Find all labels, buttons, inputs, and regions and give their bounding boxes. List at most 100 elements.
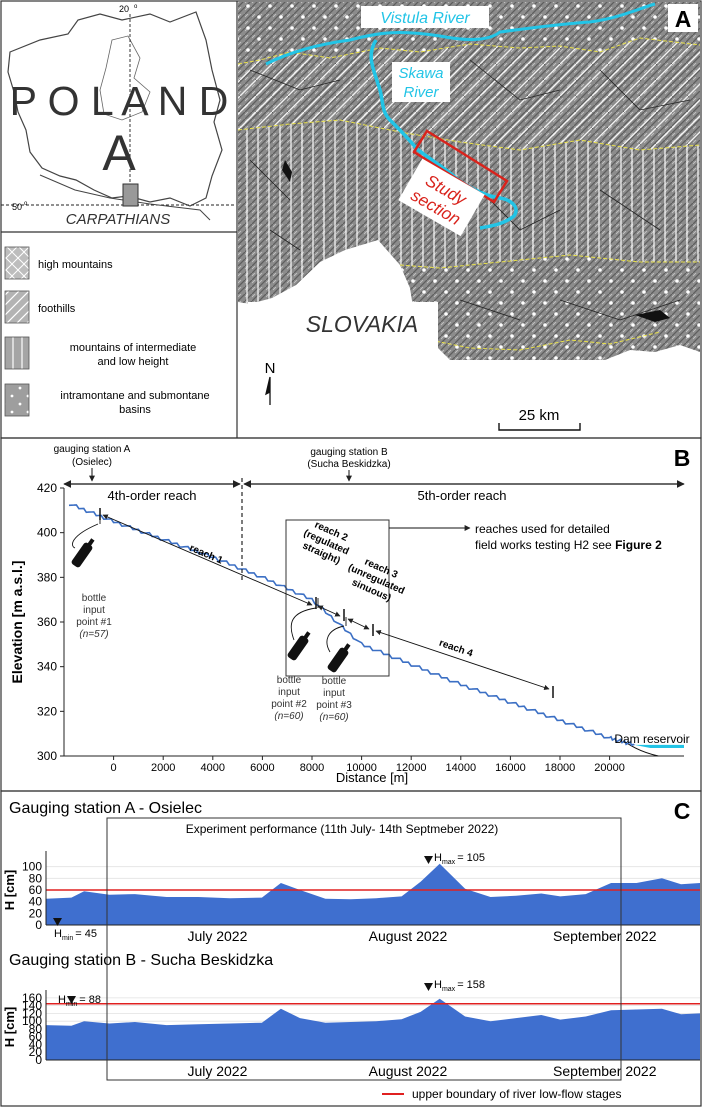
svg-text:input: input <box>323 688 345 699</box>
y-tick-label: 100 <box>22 1014 42 1028</box>
month-label: September 2022 <box>553 928 657 944</box>
north-arrow-icon <box>265 376 271 405</box>
y-tick-label: 100 <box>22 860 42 874</box>
poland-outline <box>7 11 223 207</box>
profile-y-axis-label: Elevation [m a.s.l.] <box>9 561 25 684</box>
y-tick-label: 420 <box>37 481 57 495</box>
experiment-period-label: Experiment performance (11th July- 14th … <box>186 822 499 836</box>
y-tick-label: 140 <box>22 999 42 1013</box>
station-b-label-line2: (Sucha Beskidzka) <box>307 459 390 470</box>
reach-4-arrow <box>375 629 550 691</box>
vistula-river <box>265 2 656 66</box>
y-tick-label: 320 <box>37 704 57 718</box>
landform-legend: high mountains foothills mountains of in… <box>4 246 210 417</box>
fifth-order-label: 5th-order reach <box>418 488 507 503</box>
scale-label: 25 km <box>519 407 560 424</box>
svg-text:bottle: bottle <box>82 593 107 604</box>
svg-text:o: o <box>24 201 28 207</box>
x-tick-label: 8000 <box>300 762 324 774</box>
north-label: N <box>265 360 276 377</box>
svg-text:point #2: point #2 <box>271 699 307 710</box>
foothills-swatch <box>4 290 30 324</box>
month-label: August 2022 <box>369 928 448 944</box>
vistula-label: Vistula River <box>380 10 470 27</box>
y-tick-label: 120 <box>22 1006 42 1020</box>
svg-text:Hmin= 88: Hmin = 88 <box>58 994 101 1008</box>
panel-a-letter: A <box>675 6 692 32</box>
station-a-label-line1: gauging station A <box>54 444 131 455</box>
water-level-area <box>46 863 700 925</box>
reach-4-label: reach 4 <box>437 638 474 660</box>
y-tick-label: 20 <box>29 1045 43 1059</box>
hmax-b-icon <box>424 983 433 991</box>
y-tick-label: 0 <box>35 1053 42 1067</box>
x-tick-label: 18000 <box>545 762 576 774</box>
legend-intermediate-line1: mountains of intermediate <box>70 342 197 354</box>
poland-inset-map: 20 o 50 o P O L A N D A CARPATHIANS <box>1 4 236 228</box>
panel-b: B 0 2000 4000 6000 8000 10000 12000 14000 16000 1… <box>0 437 702 792</box>
detail-note-line2: field works testing H2 see Figure 2 <box>475 538 662 552</box>
y-tick-label: 360 <box>37 615 57 629</box>
y-tick-label: 160 <box>22 991 42 1005</box>
study-area-box <box>122 183 139 207</box>
svg-text:bottle: bottle <box>322 676 347 687</box>
y-tick-label: 400 <box>37 526 57 540</box>
y-axis-label: H [cm] <box>2 1007 17 1047</box>
legend-intermediate-line2: and low height <box>98 356 169 368</box>
reach-1-arrow <box>102 514 313 606</box>
x-tick-label: 20000 <box>594 762 625 774</box>
hmin-a-marker: Hmin = 45 <box>53 918 97 942</box>
water-level-area <box>46 998 700 1060</box>
y-axis-label: H [cm] <box>2 870 17 910</box>
skawa-label-line2: River <box>403 84 439 101</box>
intermediate-mountains-swatch <box>4 336 30 370</box>
y-tick-label: 380 <box>37 570 57 584</box>
basins-swatch <box>4 383 30 417</box>
slovakia-label: SLOVAKIA <box>306 311 419 337</box>
profile-x-axis-label: Distance [m] <box>336 770 408 785</box>
month-label: September 2022 <box>553 1063 657 1079</box>
profile-axis-ticks: 0 2000 4000 6000 8000 10000 12000 14000 16000 180… <box>37 481 625 774</box>
y-tick-label: 0 <box>35 918 42 932</box>
svg-text:(n=60): (n=60) <box>274 711 303 722</box>
south-basin-zone <box>400 255 700 372</box>
inset-letter-a: A <box>102 125 136 181</box>
dam-reservoir <box>634 744 684 748</box>
legend-basins-line1: intramontane and submontane <box>60 390 209 402</box>
hmin-a-icon <box>53 918 62 926</box>
y-tick-label: 40 <box>29 1037 43 1051</box>
x-tick-label: 4000 <box>201 762 225 774</box>
panel-b-letter: B <box>674 445 691 471</box>
hmax-b-marker: Hmax = 158 <box>424 979 485 993</box>
reach-3-arrow <box>347 618 370 630</box>
reach-3-label: reach 3 (unregulated sinuous) <box>346 557 406 605</box>
svg-text:bottle: bottle <box>277 675 302 686</box>
x-tick-label: 0 <box>111 762 117 774</box>
x-tick-label: 2000 <box>151 762 175 774</box>
bottle-point-1: bottle input point #1 (n=57) <box>71 515 112 640</box>
panel-a: 20 o 50 o P O L A N D A CARPATHIANS high… <box>0 0 702 439</box>
panel-b-frame <box>0 437 702 792</box>
detail-note-line1: reaches used for detailed <box>475 522 610 536</box>
reach-markers <box>99 508 554 698</box>
svg-text:input: input <box>83 605 105 616</box>
bottle-point-2: bottle input point #2 (n=60) <box>271 598 319 722</box>
hmax-a-marker: Hmax = 105 <box>424 852 485 866</box>
svg-text:(n=60): (n=60) <box>319 712 348 723</box>
high-mountains-swatch <box>4 246 30 280</box>
svg-text:(n=57): (n=57) <box>79 629 108 640</box>
low-flow-legend-label: upper boundary of river low-flow stages <box>412 1087 621 1101</box>
panel-c: C Gauging station A - Osielec Gauging st… <box>0 790 702 1107</box>
hmax-a-icon <box>424 856 433 864</box>
experiment-period-box <box>106 817 622 1081</box>
basin-zone <box>238 2 700 64</box>
poland-label: P O L A N D <box>10 78 229 124</box>
skawa-label-line1: Skawa <box>398 65 443 82</box>
station-b-label-line1: gauging station B <box>310 447 388 458</box>
y-tick-label: 20 <box>29 906 43 920</box>
figure-2-reference: Figure 2 <box>615 538 662 552</box>
scale-bar <box>498 423 581 431</box>
svg-text:input: input <box>278 687 300 698</box>
